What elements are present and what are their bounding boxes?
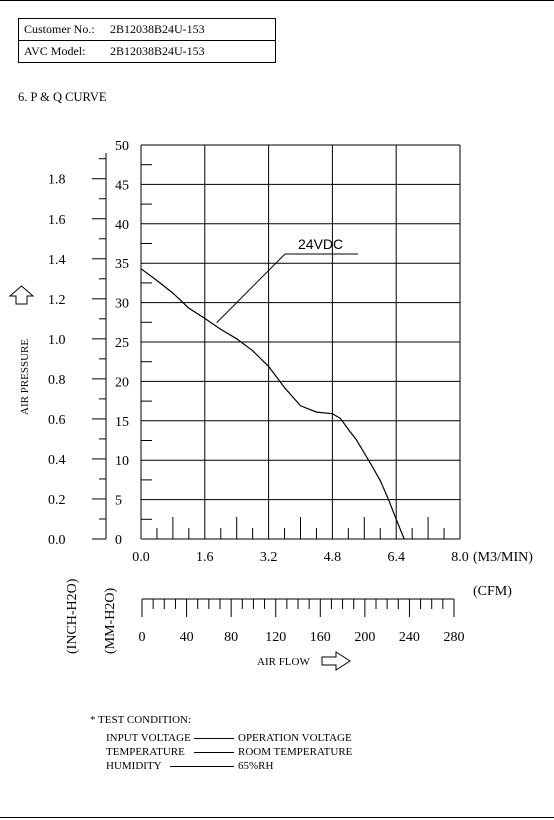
- series-curve-line: [140, 268, 405, 540]
- top-rule: [0, 0, 554, 1]
- tc-label-temperature: TEMPERATURE: [106, 746, 185, 758]
- air-flow-arrow-icon: [321, 651, 351, 671]
- header-info-table: Customer No.: 2B12038B24U-153 AVC Model:…: [18, 18, 276, 63]
- tc-line-humidity: [170, 766, 234, 767]
- y-mm-tick-label: 50: [115, 139, 129, 154]
- tc-label-voltage: INPUT VOLTAGE: [106, 732, 191, 744]
- tc-line-temperature: [194, 752, 234, 753]
- x-tick-label: 0.0: [132, 550, 150, 565]
- tc-value-temperature: ROOM TEMPERATURE: [238, 746, 353, 758]
- tc-value-humidity: 65%RH: [238, 760, 274, 772]
- cfm-tick-label: 280: [444, 630, 465, 645]
- series-label-leader: [216, 253, 286, 324]
- tc-row-temperature: TEMPERATURE ROOM TEMPERATURE: [96, 745, 352, 759]
- x-axis-title: AIR FLOW: [257, 656, 310, 668]
- tc-value-voltage: OPERATION VOLTAGE: [238, 732, 352, 744]
- y-mm-tick-label: 0: [115, 533, 122, 548]
- cfm-tick-label: 200: [354, 630, 375, 645]
- pq-curve-chart: 0 5 10 15 20 25 30 35 40 45 50 0.0 0.2 0.4 0.6 0.8 1.0 1.…: [8, 139, 533, 671]
- y-inch-tick-label: 0.2: [48, 493, 66, 508]
- cfm-tick-label: 40: [180, 630, 194, 645]
- y-mm-tick-label: 10: [115, 454, 129, 469]
- y-inch-tick-label: 0.4: [48, 453, 66, 468]
- section-title: 6. P & Q CURVE: [18, 90, 107, 104]
- cfm-tick-label: 240: [399, 630, 420, 645]
- x-tick-label: 6.4: [387, 550, 405, 565]
- y-inch-tick-label: 0.6: [48, 413, 66, 428]
- y-mm-tick-label: 30: [115, 297, 129, 312]
- x-unit-label: (M3/MIN): [473, 550, 533, 565]
- tc-row-voltage: INPUT VOLTAGE OPERATION VOLTAGE: [96, 731, 352, 745]
- customer-row: Customer No.: 2B12038B24U-153: [19, 19, 276, 41]
- model-row: AVC Model: 2B12038B24U-153: [18, 40, 276, 63]
- bottom-rule: [0, 817, 554, 818]
- y-mm-tick-label: 25: [115, 336, 129, 351]
- y-mm-tick-label: 20: [115, 375, 129, 390]
- tc-label-humidity: HUMIDITY: [106, 760, 162, 772]
- y-inch-tick-label: 1.4: [48, 253, 66, 268]
- y-mm-tick-label: 5: [115, 494, 122, 509]
- x-tick-label: 1.6: [196, 550, 214, 565]
- y-inch-tick-label: 1.2: [48, 293, 66, 308]
- series-label: 24VDC: [298, 236, 343, 252]
- y-inch-tick-label: 1.8: [48, 173, 66, 188]
- tc-line-voltage: [194, 738, 234, 739]
- x-tick-label: 3.2: [260, 550, 278, 565]
- x-tick-label: 4.8: [324, 550, 342, 565]
- y-inch-unit-label: (INCH-H2O): [65, 578, 80, 654]
- cfm-unit-label: (CFM): [473, 584, 512, 599]
- y-axis-title: AIR PRESSURE: [19, 339, 31, 415]
- air-pressure-arrow-icon: [8, 285, 35, 305]
- y-mm-tick-label: 40: [115, 218, 129, 233]
- y-inch-tick-label: 1.6: [48, 213, 66, 228]
- customer-value: 2B12038B24U-153: [110, 22, 205, 36]
- cfm-tick-label: 160: [310, 630, 331, 645]
- model-value: 2B12038B24U-153: [105, 40, 276, 63]
- tc-row-humidity: HUMIDITY 65%RH: [96, 759, 273, 773]
- cfm-tick-label: 0: [139, 630, 146, 645]
- y-mm-tick-label: 35: [115, 257, 129, 272]
- test-condition: * TEST CONDITION: INPUT VOLTAGE OPERATIO…: [90, 713, 352, 773]
- cfm-tick-label: 80: [224, 630, 238, 645]
- test-condition-title: * TEST CONDITION:: [90, 714, 192, 726]
- y-inch-tick-label: 0.0: [48, 533, 66, 548]
- y-mm-tick-label: 45: [115, 178, 129, 193]
- y-mm-unit-label: (MM-H2O): [103, 588, 118, 654]
- x-tick-label: 8.0: [451, 550, 469, 565]
- y-inch-tick-label: 1.0: [48, 333, 66, 348]
- y-mm-tick-label: 15: [115, 415, 129, 430]
- model-label: AVC Model:: [18, 40, 105, 63]
- customer-label: Customer No.:: [24, 22, 95, 36]
- y-inch-tick-label: 0.8: [48, 373, 66, 388]
- cfm-tick-label: 120: [265, 630, 286, 645]
